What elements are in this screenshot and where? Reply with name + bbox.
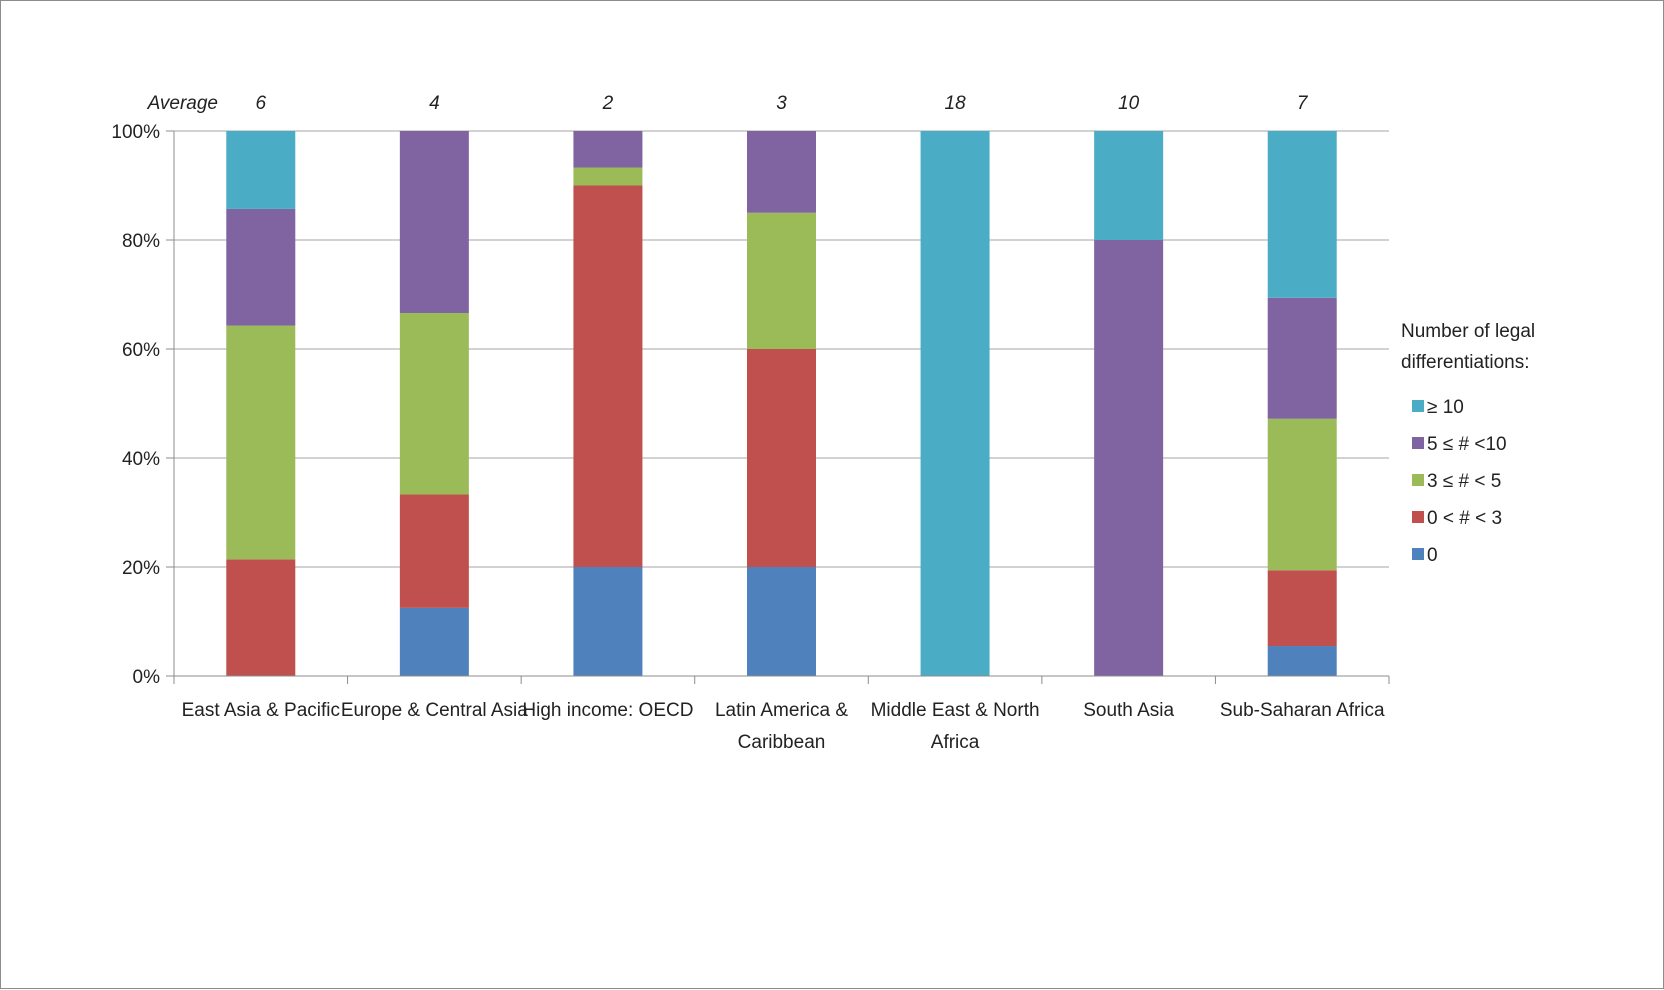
y-tick-labels: 0% 20% 40% 60% 80% 100%: [111, 122, 160, 688]
legend-label: 0: [1427, 545, 1438, 566]
axes: [166, 130, 1390, 684]
average-label: Average: [147, 93, 218, 114]
bar-segment-1-3: [399, 131, 469, 314]
bar-segment-3-0: [747, 567, 816, 676]
bar-segment-2-0: [573, 567, 643, 676]
bar-segment-5-4: [1094, 131, 1164, 240]
bar-segment-6-1: [1267, 570, 1337, 647]
category-label: High income: OECD: [522, 700, 693, 721]
legend-label: ≥ 10: [1427, 397, 1464, 418]
legend-label: 0 < # < 3: [1427, 508, 1502, 529]
average-value: 18: [945, 93, 967, 114]
y-tick-label: 0%: [133, 667, 161, 688]
y-tick-label: 40%: [122, 449, 160, 470]
legend-title: Number of legal: [1401, 321, 1535, 342]
average-value: 7: [1297, 93, 1309, 114]
legend-title: differentiations:: [1401, 352, 1530, 373]
bar-segment-3-2: [747, 212, 816, 349]
legend-swatch: [1412, 548, 1424, 560]
y-tick-label: 80%: [122, 231, 160, 252]
bar-segment-1-0: [399, 607, 469, 676]
category-label: Sub-Saharan Africa: [1220, 700, 1385, 721]
bar-segment-2-3: [573, 131, 643, 168]
legend-swatch: [1412, 474, 1424, 486]
bars: [226, 131, 1337, 676]
bar-segment-3-3: [747, 131, 816, 213]
bar-segment-1-2: [399, 313, 469, 495]
legend: Number of legal differentiations: ≥ 10 5 ≤ …: [1401, 321, 1535, 566]
y-tick-label: 100%: [111, 122, 160, 143]
bar-segment-0-2: [226, 325, 296, 560]
bar-segment-0-3: [226, 208, 296, 326]
legend-swatch: [1412, 437, 1424, 449]
category-label: Middle East & North: [871, 700, 1040, 721]
category-labels: East Asia & Pacific Europe & Central Asia…: [182, 700, 1385, 753]
bar-segment-6-4: [1267, 131, 1337, 298]
bar-segment-6-3: [1267, 297, 1337, 419]
category-label: East Asia & Pacific: [182, 700, 340, 721]
legend-label: 3 ≤ # < 5: [1427, 471, 1501, 492]
category-label: Europe & Central Asia: [341, 700, 528, 721]
bar-segment-4-4: [920, 131, 990, 676]
y-tick-label: 60%: [122, 340, 160, 361]
bar-segment-3-1: [747, 349, 816, 567]
average-labels: 6 4 2 3 18 10 7 Average: [147, 93, 1309, 114]
average-value: 10: [1118, 93, 1140, 114]
category-label: Caribbean: [738, 732, 826, 753]
bar-segment-2-2: [573, 167, 643, 186]
bar-segment-1-1: [399, 494, 469, 608]
legend-swatch: [1412, 511, 1424, 523]
legend-label: 5 ≤ # <10: [1427, 434, 1507, 455]
bar-segment-0-1: [226, 559, 296, 676]
bar-segment-2-1: [573, 185, 643, 567]
average-value: 4: [429, 93, 440, 114]
bar-segment-0-4: [226, 131, 296, 209]
average-value: 2: [602, 93, 614, 114]
y-tick-label: 20%: [122, 558, 160, 579]
category-label: Latin America &: [715, 700, 848, 721]
bar-segment-6-0: [1267, 646, 1337, 676]
legend-swatch: [1412, 400, 1424, 412]
category-label: South Asia: [1083, 700, 1174, 721]
average-value: 6: [255, 93, 266, 114]
bar-segment-6-2: [1267, 418, 1337, 571]
category-label: Africa: [931, 732, 980, 753]
bar-segment-5-3: [1094, 240, 1164, 676]
average-value: 3: [776, 93, 787, 114]
